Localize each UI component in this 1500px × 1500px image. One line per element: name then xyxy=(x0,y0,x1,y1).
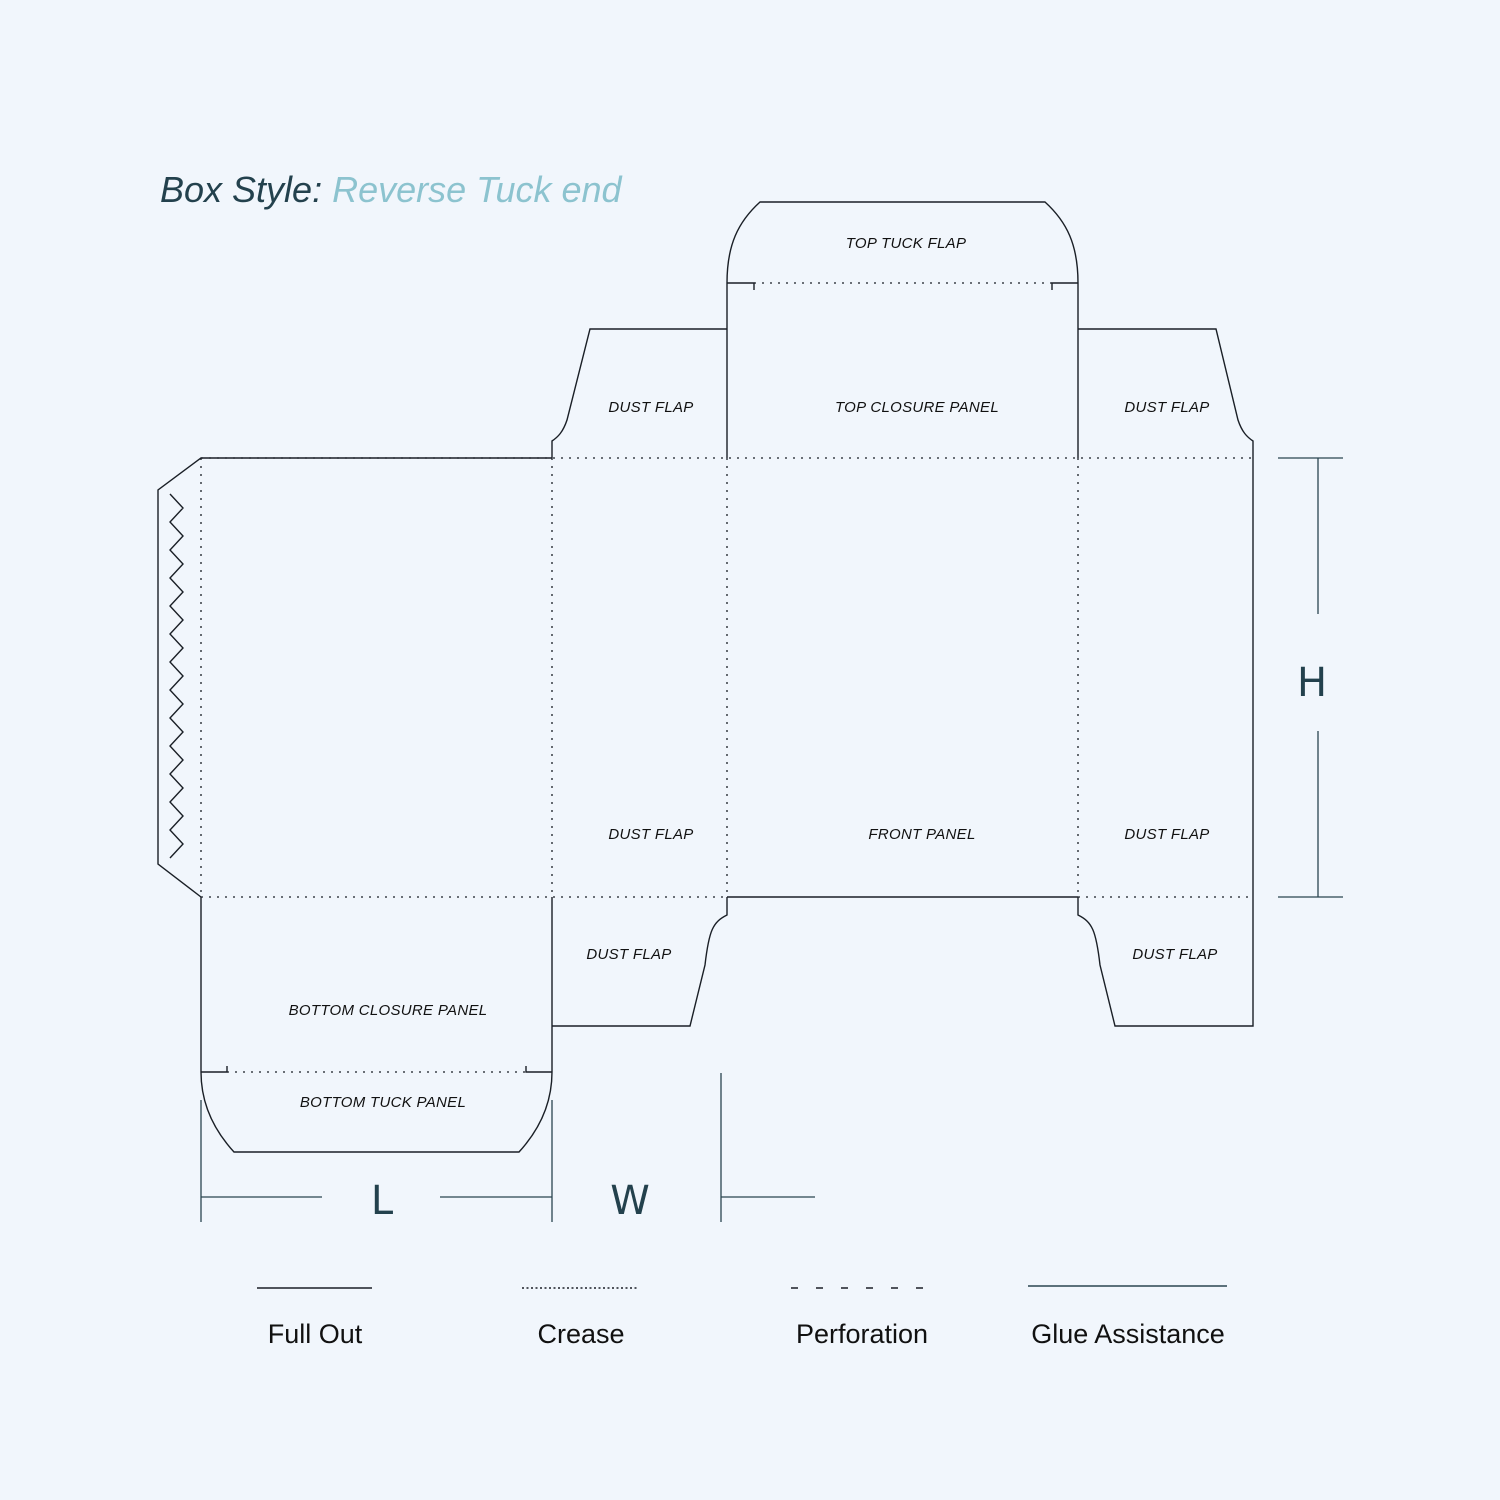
dimension-markers: H L W xyxy=(200,457,1343,1224)
dust-flap-label: DUST FLAP xyxy=(586,946,671,963)
box-style-title: Box Style: Reverse Tuck end xyxy=(160,169,623,210)
crease-lines xyxy=(200,282,1253,1073)
width-dimension-line xyxy=(720,1073,815,1222)
dust-flap-label: DUST FLAP xyxy=(608,399,693,416)
length-label: L xyxy=(371,1178,394,1224)
top-closure-panel-label: TOP CLOSURE PANEL xyxy=(835,399,999,416)
dust-flap-label: DUST FLAP xyxy=(1124,399,1209,416)
legend-crease-label: Crease xyxy=(537,1319,624,1349)
bottom-closure-outline xyxy=(200,897,553,1153)
dust-flap-bottom-left-outline xyxy=(552,897,728,1027)
dust-flap-label: DUST FLAP xyxy=(1132,946,1217,963)
glue-assistance-zigzag xyxy=(169,493,184,859)
length-dimension-line xyxy=(200,1100,553,1222)
dust-flap-label: DUST FLAP xyxy=(1124,826,1209,843)
top-tuck-flap-label: TOP TUCK FLAP xyxy=(846,235,967,252)
bottom-tuck-slit-right xyxy=(525,1066,552,1073)
legend-full-out-label: Full Out xyxy=(268,1319,363,1349)
width-label: W xyxy=(610,1178,650,1224)
cut-lines xyxy=(157,201,1254,1153)
top-tuck-slit-left xyxy=(727,282,755,290)
legend-perforation-label: Perforation xyxy=(796,1319,928,1349)
title-style-name: Reverse Tuck end xyxy=(332,169,622,210)
front-panel-label: FRONT PANEL xyxy=(868,826,975,843)
bottom-tuck-panel-label: BOTTOM TUCK PANEL xyxy=(300,1094,466,1111)
panel-labels: TOP TUCK FLAP TOP CLOSURE PANEL DUST FLA… xyxy=(289,235,1218,1111)
height-dimension-line xyxy=(1278,457,1343,898)
height-label: H xyxy=(1297,660,1327,706)
glue-flap-outline xyxy=(157,457,552,898)
top-tuck-flap-outline xyxy=(726,201,1079,458)
dust-flap-top-left-outline xyxy=(551,328,727,458)
legend-glue-assistance-label: Glue Assistance xyxy=(1031,1319,1225,1349)
bottom-closure-panel-label: BOTTOM CLOSURE PANEL xyxy=(289,1002,488,1019)
legend: Full Out Crease Perforation Glue Assista… xyxy=(257,1285,1227,1349)
top-tuck-slit-right xyxy=(1051,282,1078,290)
bottom-tuck-slit-left xyxy=(201,1066,228,1073)
title-prefix: Box Style: xyxy=(160,169,322,210)
dust-flap-label: DUST FLAP xyxy=(608,826,693,843)
dust-flap-top-right-outline xyxy=(1077,328,1254,1027)
